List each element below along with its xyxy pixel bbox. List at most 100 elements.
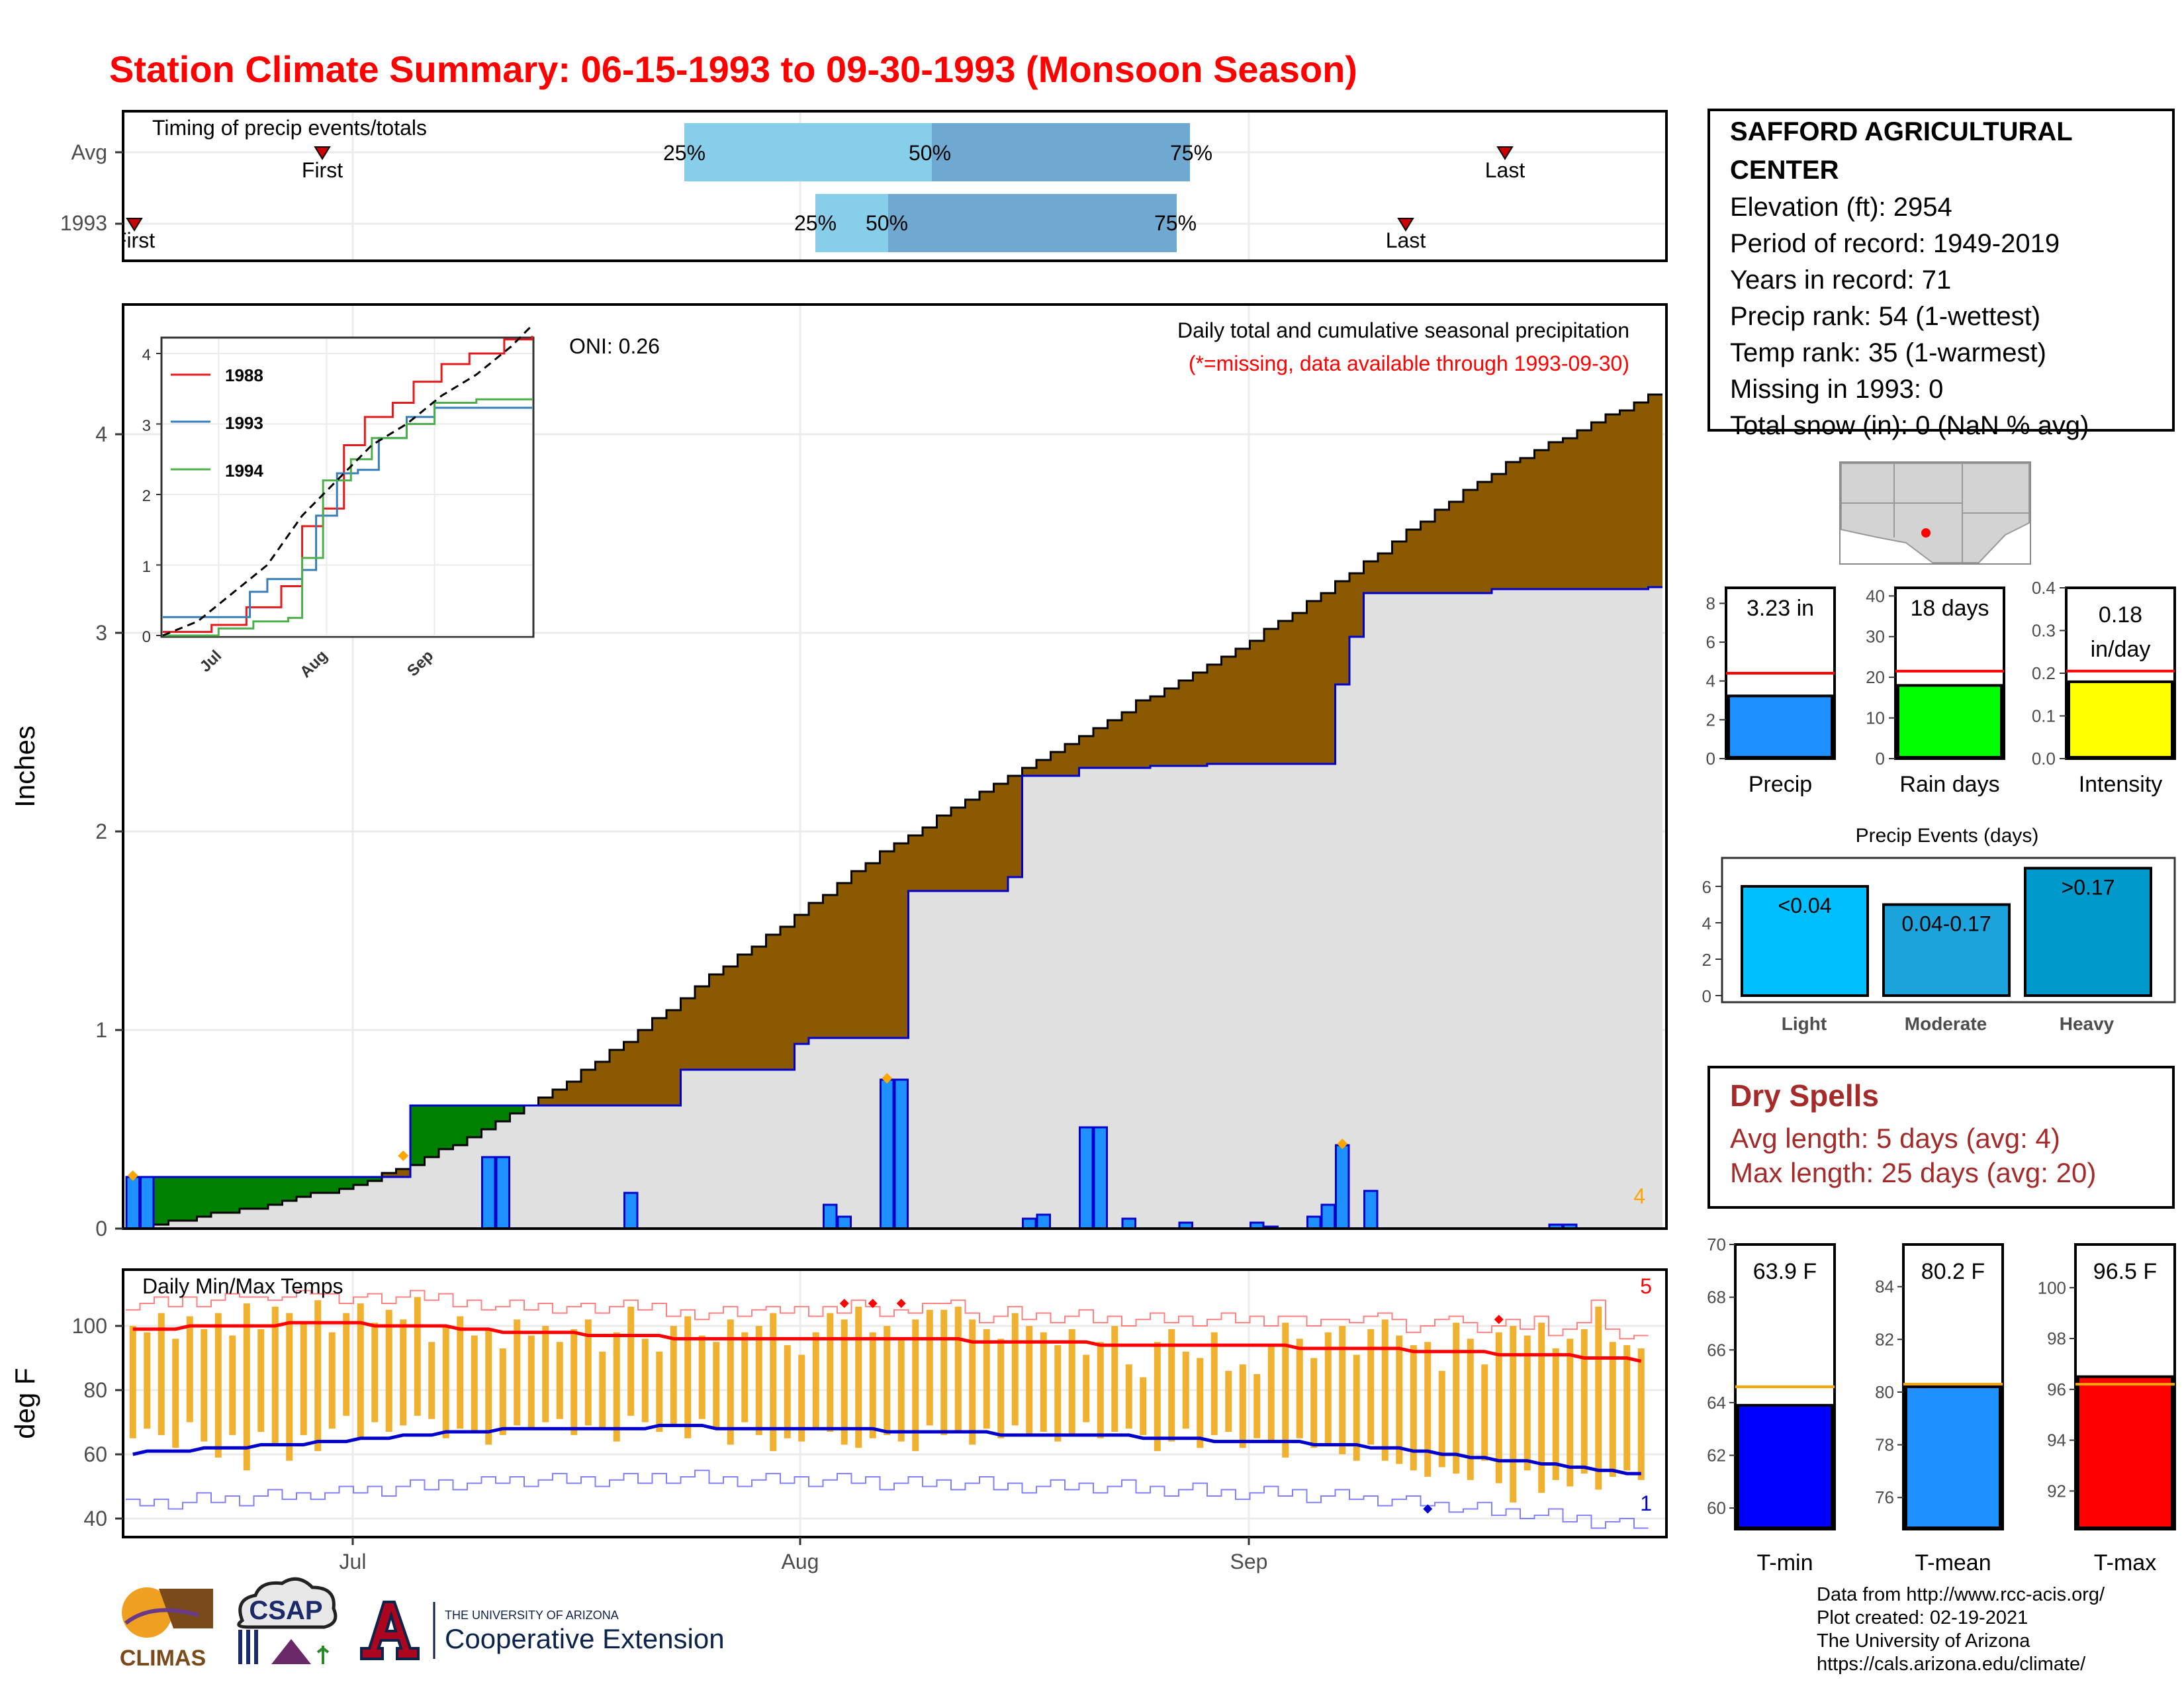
summary-ytick: 0.3 [2032,621,2056,641]
max-precip-marker [127,1170,138,1181]
timing-avg-last-marker [1496,146,1514,160]
daily-temp-bar [257,1329,265,1432]
timing-avg-first-label: First [302,158,343,182]
daily-temp-bar [1239,1364,1246,1448]
daily-temp-bar [954,1306,962,1432]
events-ytick-2: 2 [1702,950,1711,970]
summary-bar-precip [1727,694,1833,759]
daily-precip-bar [1335,1144,1350,1230]
timing-1993-last-label: Last [1386,228,1426,252]
daily-temp-bar [542,1326,549,1423]
daily-precip-bar [1363,1190,1379,1230]
summary-ytick: 20 [1866,667,1885,687]
timing-1993-50: 50% [866,211,908,235]
observed-cumulative-area [126,587,1662,1229]
summary-bar-intensity [2068,680,2173,759]
timing-avg-q1-bar [684,123,932,181]
inset-line-1994 [163,398,532,637]
daily-temp-bar [328,1332,336,1429]
daily-temp-bar [841,1319,848,1445]
daily-temp-bar [884,1326,891,1435]
daily-temp-bar [755,1326,762,1435]
dry-spells-box: Dry Spells Avg length: 5 days (avg: 4) M… [1707,1066,2175,1209]
summary-bar-rain-days [1897,684,2003,759]
dry-spells-max: Max length: 25 days (avg: 20) [1730,1157,2097,1188]
above-avg-segment [282,1177,297,1201]
daily-temp-bar [1197,1358,1204,1448]
dry-spells-avg: Avg length: 5 days (avg: 4) [1730,1123,2060,1154]
daily-temp-bar [1595,1306,1602,1490]
record-high-marker [868,1299,878,1309]
university-of-arizona-logo: THE UNIVERSITY OF ARIZONA Cooperative Ex… [360,1601,725,1660]
above-avg-segment [481,1105,496,1129]
precip-annotation-missing: (*=missing, data available through 1993-… [1189,352,1629,375]
avg-max-temp-line [132,1321,1642,1363]
temp-summary-ytick: 96 [2047,1380,2066,1399]
daily-temp-bar [983,1329,990,1429]
above-avg-segment [410,1105,425,1165]
daily-temp-bar [855,1306,862,1448]
precip-ytick-0: 0 [95,1217,107,1241]
footer-credits: Data from http://www.rcc-acis.org/ Plot … [1817,1583,2105,1676]
precip-count-label: 4 [1633,1184,1645,1208]
daily-temp-bar [1510,1326,1517,1503]
daily-temp-bar [442,1326,449,1438]
daily-temp-bar [770,1313,777,1452]
temp-ytick-40: 40 [83,1507,107,1530]
above-avg-segment [510,1105,525,1113]
temp-summary-ytick: 76 [1875,1487,1894,1507]
daily-temp-bar [1182,1351,1189,1429]
summary-ytick: 0.4 [2032,578,2056,598]
temp-summary-label-t-mean: T-mean [1915,1550,1991,1575]
timing-avg-75: 75% [1170,141,1212,165]
summary-label-intensity: Intensity [2079,772,2163,797]
inset-legend-1993: 1993 [225,413,263,433]
daily-temp-bar [514,1319,521,1426]
daily-precip-bar [481,1156,496,1230]
summary-ytick: 0 [1706,749,1715,769]
inset-ytick-3: 3 [142,417,151,435]
csap-logo: CSAP [237,1577,338,1664]
daily-temp-bar [627,1306,635,1416]
daily-temp-bar [1495,1332,1502,1483]
daily-precip-bar [1121,1217,1136,1230]
climas-logo-text: CLIMAS [120,1646,206,1671]
daily-temp-bar [584,1319,592,1426]
precip-ytick-4: 4 [95,422,107,446]
daily-temp-bar [172,1338,179,1448]
daily-temp-bar [1253,1374,1261,1438]
daily-temp-bar [385,1309,392,1432]
daily-temp-bar [229,1335,236,1435]
daily-temp-bar [997,1338,1005,1438]
timing-avg-50: 50% [909,141,951,165]
daily-temp-bar [1353,1354,1360,1461]
daily-temp-bar [1538,1323,1545,1493]
daily-precip-bar [140,1176,155,1230]
daily-temp-bar [314,1300,322,1452]
map-station-marker [1921,528,1931,538]
daily-temp-bar [1296,1338,1303,1438]
timing-1993-last-marker [1397,218,1414,232]
station-temp-rank: Temp rank: 35 (1-warmest) [1730,338,2046,367]
above-avg-segment [225,1177,240,1213]
daily-temp-bar [713,1342,720,1429]
summary-ytick: 6 [1706,632,1715,652]
daily-temp-bar [485,1329,492,1445]
daily-temp-bar [556,1342,563,1419]
daily-precip-bar [125,1176,140,1230]
daily-temp-bar [741,1332,749,1423]
inset-chart: 1988 1993 1994 0 1 2 3 4 Jul Aug Sep [142,324,535,681]
daily-precip-bar [1306,1215,1322,1230]
daily-temp-bar [1225,1370,1232,1432]
daily-temp-bar [1367,1329,1375,1445]
daily-precip-bar [880,1078,895,1230]
daily-temp-bar [1282,1323,1289,1458]
daily-temp-bar [271,1306,279,1445]
station-period: Period of record: 1949-2019 [1730,229,2060,258]
above-avg-segment [367,1177,383,1181]
timing-avg-q2-bar [932,123,1190,181]
events-bar-text-moderate: 0.04-0.17 [1901,912,1991,936]
avg-min-temp-line [132,1423,1641,1476]
daily-temp-bar [1267,1345,1275,1442]
location-map [1839,461,2031,565]
